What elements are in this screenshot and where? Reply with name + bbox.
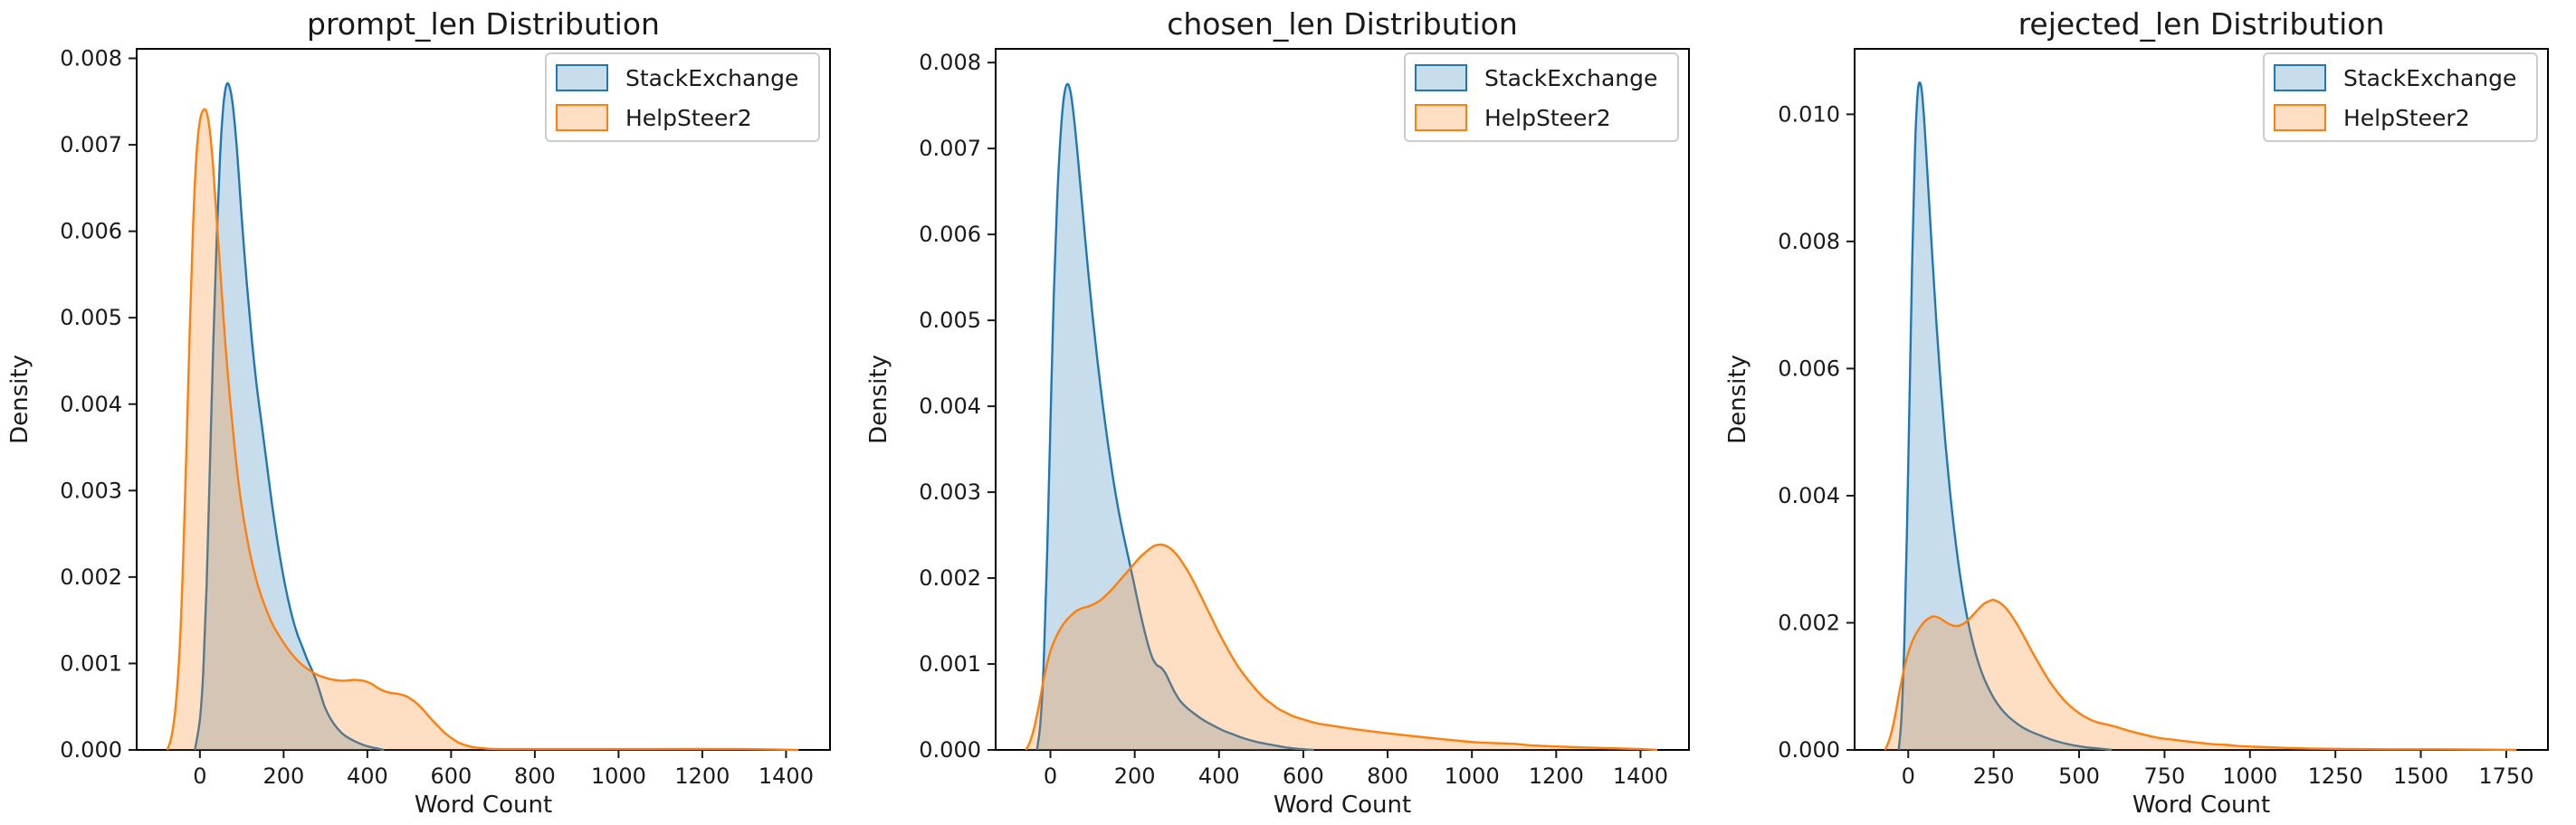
x-tick-label: 1200 [674, 763, 730, 789]
legend-swatch-helpsteer2 [2274, 104, 2326, 131]
x-tick-label: 1400 [1613, 763, 1668, 789]
x-tick-label: 500 [2058, 763, 2100, 789]
x-tick-label: 200 [1114, 763, 1156, 789]
axes-spines [995, 48, 1690, 751]
y-tick-label: 0.008 [60, 46, 122, 71]
x-tick-label: 1000 [1445, 763, 1500, 789]
y-tick-label: 0.003 [60, 478, 122, 503]
y-tick-label: 0.001 [60, 650, 122, 676]
legend: StackExchange HelpSteer2 [1404, 52, 1679, 142]
axes-spines [136, 48, 831, 751]
y-tick-label: 0.002 [60, 564, 122, 590]
x-tick-label: 600 [430, 763, 472, 789]
x-tick-label: 0 [193, 763, 206, 789]
y-tick-label: 0.008 [1778, 229, 1840, 254]
y-tick-label: 0.008 [919, 50, 981, 75]
y-tick-label: 0.000 [60, 737, 122, 763]
x-tick-label: 800 [514, 763, 556, 789]
x-tick-label: 0 [1902, 763, 1915, 789]
legend-label-stackexchange: StackExchange [1484, 65, 1657, 91]
y-tick-label: 0.006 [60, 219, 122, 244]
x-tick-label: 600 [1283, 763, 1324, 789]
y-tick-label: 0.004 [1778, 483, 1840, 508]
subplot-chosen-len: 0 200 400 600 800 1000 1200 1400 0.000 0.001 0.002… [859, 0, 1718, 825]
y-tick-label: 0.006 [919, 222, 981, 247]
legend-box [545, 52, 820, 142]
plot-title: chosen_len Distribution [1167, 6, 1518, 42]
kde-line-stackexchange [194, 81, 385, 752]
legend-label-stackexchange: StackExchange [2343, 65, 2516, 91]
kde-plot-rejected_len: 0 250 500 750 1000 1250 1500 1750 0.000 0.002 0.00… [1718, 0, 2576, 825]
kde-fill-stackexchange [195, 82, 385, 751]
x-tick-label: 1250 [2308, 763, 2363, 789]
y-axis-label: Density [865, 355, 892, 444]
legend-label-stackexchange: StackExchange [625, 65, 798, 91]
y-tick-label: 0.006 [1778, 356, 1840, 381]
legend: StackExchange HelpSteer2 [545, 52, 820, 142]
y-tick-label: 0.004 [919, 394, 981, 419]
legend-label-helpsteer2: HelpSteer2 [1484, 105, 1611, 131]
x-tick-label: 400 [347, 763, 388, 789]
y-tick-label: 0.002 [1778, 610, 1840, 635]
kde-fill-helpsteer2 [1884, 600, 2517, 750]
y-tick-label: 0.005 [60, 305, 122, 330]
legend-swatch-helpsteer2 [556, 104, 608, 131]
x-tick-label: 800 [1367, 763, 1408, 789]
y-tick-label: 0.007 [60, 132, 122, 157]
x-tick-label: 0 [1044, 763, 1057, 789]
kde-line-stackexchange [1897, 81, 2113, 752]
legend-swatch-stackexchange [556, 64, 608, 91]
x-tick-label: 1400 [758, 763, 814, 789]
kde-fill-stackexchange [1036, 83, 1314, 751]
y-tick-label: 0.010 [1778, 101, 1840, 127]
kde-line-helpsteer2 [1884, 598, 2517, 752]
kde-fill-helpsteer2 [1026, 544, 1658, 750]
x-axis-label: Word Count [1274, 792, 1411, 819]
y-tick-label: 0.000 [1778, 737, 1840, 763]
y-tick-label: 0.003 [919, 479, 981, 505]
legend-label-helpsteer2: HelpSteer2 [2343, 105, 2470, 131]
axes-spines [1854, 48, 2549, 751]
y-axis-label: Density [1724, 355, 1751, 444]
y-tick-label: 0.002 [919, 565, 981, 591]
subplot-prompt-len: 0 200 400 600 800 1000 1200 1400 0.000 0.001 0.002… [0, 0, 859, 825]
x-tick-label: 1500 [2393, 763, 2448, 789]
legend-swatch-helpsteer2 [1415, 104, 1467, 131]
kde-fill-stackexchange [1898, 82, 2112, 751]
y-tick-label: 0.005 [919, 308, 981, 333]
y-axis-label: Density [6, 355, 33, 444]
x-tick-label: 1200 [1529, 763, 1584, 789]
plot-title: prompt_len Distribution [307, 6, 660, 42]
kde-line-helpsteer2 [166, 108, 799, 752]
x-tick-label: 1000 [591, 763, 646, 789]
legend-box [2263, 52, 2538, 142]
x-tick-label: 250 [1973, 763, 2015, 789]
x-axis-label: Word Count [415, 792, 552, 819]
y-tick-label: 0.001 [919, 651, 981, 677]
legend-swatch-stackexchange [2274, 64, 2326, 91]
legend: StackExchange HelpSteer2 [2263, 52, 2538, 142]
legend-box [1404, 52, 1679, 142]
plot-title: rejected_len Distribution [2018, 6, 2385, 42]
subplot-rejected-len: 0 250 500 750 1000 1250 1500 1750 0.000 0.002 0.00… [1718, 0, 2576, 825]
legend-label-helpsteer2: HelpSteer2 [625, 105, 752, 131]
x-tick-label: 200 [262, 763, 304, 789]
y-tick-label: 0.000 [919, 737, 981, 763]
y-tick-label: 0.007 [919, 136, 981, 161]
x-tick-label: 750 [2144, 763, 2186, 789]
kde-fill-helpsteer2 [167, 109, 799, 750]
x-tick-label: 1750 [2478, 763, 2533, 789]
kde-plot-chosen_len: 0 200 400 600 800 1000 1200 1400 0.000 0.001 0.002… [859, 0, 1718, 825]
legend-swatch-stackexchange [1415, 64, 1467, 91]
x-axis-label: Word Count [2132, 792, 2270, 819]
y-tick-label: 0.004 [60, 392, 122, 417]
kde-line-helpsteer2 [1025, 543, 1658, 752]
x-tick-label: 400 [1198, 763, 1240, 789]
kde-plot-prompt_len: 0 200 400 600 800 1000 1200 1400 0.000 0.001 0.002… [0, 0, 859, 825]
kde-line-stackexchange [1035, 82, 1314, 752]
x-tick-label: 1000 [2222, 763, 2277, 789]
